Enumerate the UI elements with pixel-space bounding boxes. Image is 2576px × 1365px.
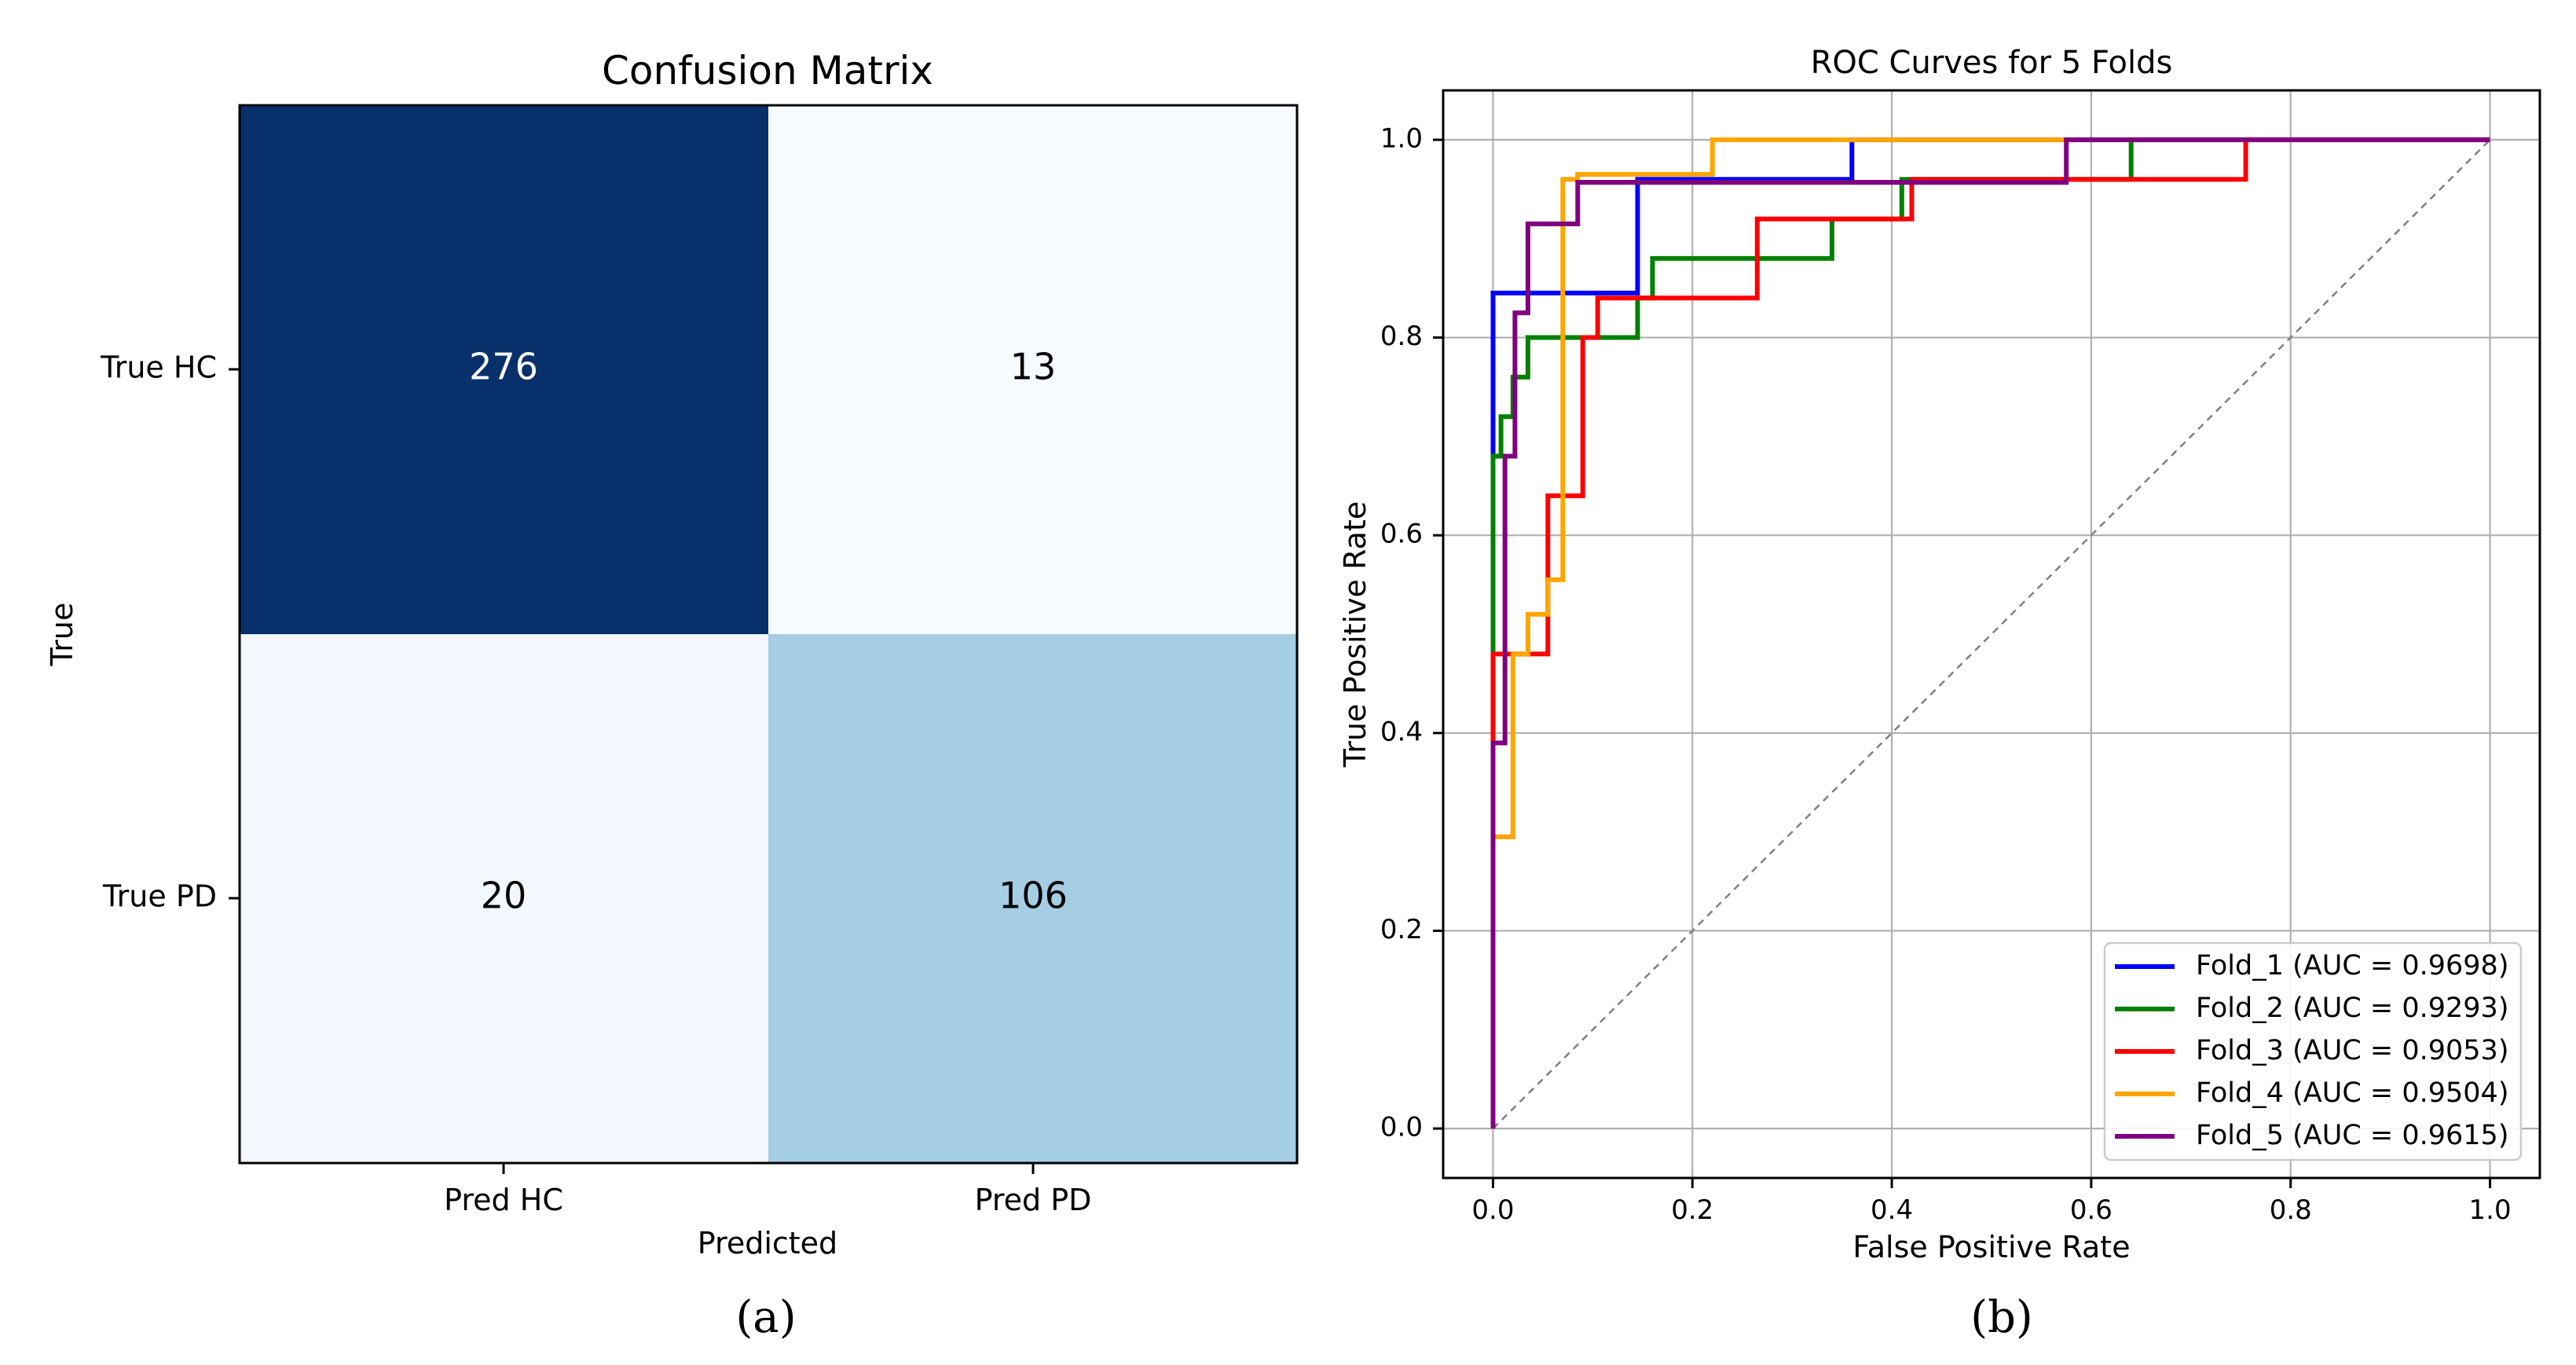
roc-legend: Fold_1 (AUC = 0.9698) Fold_2 (AUC = 0.92… [2103,941,2523,1161]
roc-curve-fold-5 [1490,137,2490,1129]
cm-cell-true-hc-pred-pd [768,105,1297,634]
cm-frame [238,104,1299,1165]
cm-ytick-label-true-hc: True HC [100,350,217,385]
roc-ytick-label: 0.8 [1380,321,1423,352]
caption-a: (a) [735,1292,796,1343]
roc-xtick-label: 0.4 [1871,1194,1913,1226]
cm-value-true-pd-pred-hc: 20 [481,875,527,917]
roc-panel: ROC Curves for 5 Folds 0.0 0.2 0.4 0.6 0.8 1.… [1338,45,2541,1343]
legend-label-fold-1: Fold_1 (AUC = 0.9698) [2196,950,2508,982]
roc-ytick-label: 0.6 [1380,519,1423,550]
roc-ticks: 0.0 0.2 0.4 0.6 0.8 1.0 0.0 0.2 0.4 0.6 0.8 1.0 [1380,123,2512,1226]
roc-curves [1490,137,2490,1129]
cm-title: Confusion Matrix [602,48,933,94]
roc-title: ROC Curves for 5 Folds [1811,45,2173,81]
cm-cell-true-hc-pred-hc [240,105,768,634]
caption-b: (b) [1970,1292,2033,1343]
cm-xtick-label-pred-hc: Pred HC [444,1183,563,1217]
roc-xtick-label: 0.2 [1671,1194,1713,1226]
cm-cell-true-pd-pred-hc [240,634,768,1163]
legend-label-fold-5: Fold_5 (AUC = 0.9615) [2196,1120,2508,1151]
roc-chance-diagonal [1492,139,2491,1129]
cm-value-true-pd-pred-pd: 106 [999,875,1068,917]
legend-label-fold-2: Fold_2 (AUC = 0.9293) [2196,993,2508,1024]
roc-xlabel: False Positive Rate [1852,1230,2130,1264]
roc-xtick-label: 0.6 [2070,1194,2112,1226]
roc-ytick-label: 1.0 [1380,123,1423,154]
roc-xtick-label: 0.8 [2270,1194,2312,1226]
cm-cell-true-pd-pred-pd [768,634,1297,1163]
roc-ytick-label: 0.2 [1380,914,1423,945]
roc-frame [1442,89,2541,1180]
legend-label-fold-3: Fold_3 (AUC = 0.9053) [2196,1035,2508,1066]
roc-ylabel: True Positive Rate [1338,501,1372,769]
roc-ytick-label: 0.4 [1380,716,1423,747]
cm-value-true-hc-pred-pd: 13 [1010,346,1057,388]
roc-xtick-label: 1.0 [2469,1194,2512,1226]
cm-xtick-label-pred-pd: Pred PD [975,1183,1092,1217]
roc-xtick-label: 0.0 [1471,1194,1514,1226]
cm-value-true-hc-pred-hc: 276 [469,346,538,388]
roc-curve-fold-4 [1490,137,2490,1129]
legend-label-fold-4: Fold_4 (AUC = 0.9504) [2196,1077,2508,1109]
cm-xlabel: Predicted [698,1226,837,1260]
roc-legend-box [2103,941,2523,1161]
confusion-matrix-panel: Confusion Matrix 276 13 20 106 True HC T… [45,48,1299,1343]
roc-ytick-label: 0.0 [1380,1112,1423,1143]
cm-ylabel: True [45,603,79,667]
cm-ytick-label-true-pd: True PD [102,879,217,914]
